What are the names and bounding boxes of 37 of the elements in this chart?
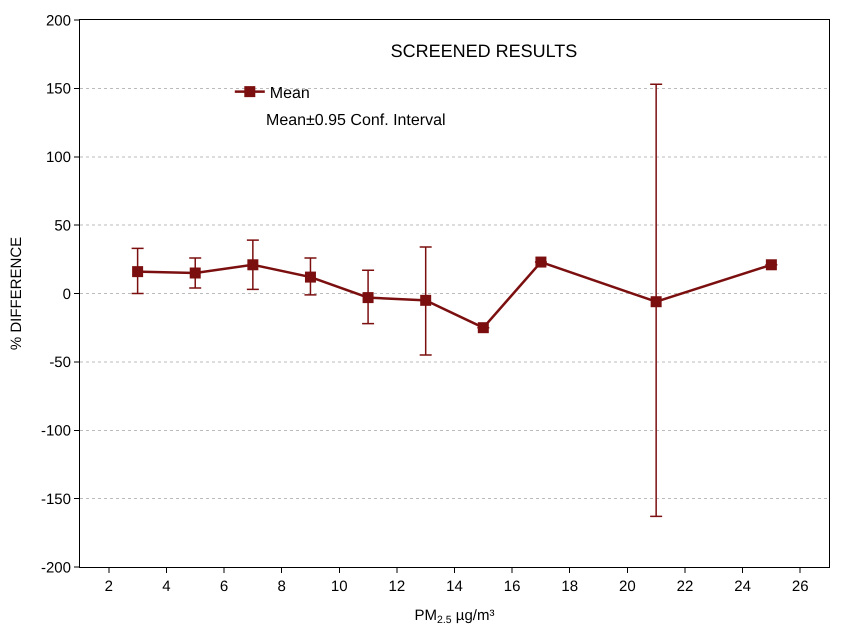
y-axis-title: % DIFFERENCE <box>8 236 26 350</box>
annotation: Mean±0.95 Conf. Interval <box>266 112 446 129</box>
x-tick-label: 22 <box>676 578 694 595</box>
x-tick-label: 2 <box>104 578 113 595</box>
y-tick-label: 100 <box>46 149 71 166</box>
x-tick-label: 8 <box>277 578 286 595</box>
point <box>190 267 201 278</box>
point <box>132 266 144 278</box>
y-tick-label: -100 <box>40 422 71 440</box>
x-axis-title: PM$_{2.5}$ µg/m³ <box>414 607 494 626</box>
text: SCREENED RESULTS <box>390 41 578 62</box>
y-tick-label: -200 <box>40 559 71 576</box>
x-tick-label: 10 <box>330 578 348 595</box>
x-tick-label: 4 <box>162 578 171 595</box>
x-tick-label: 20 <box>619 578 636 595</box>
point <box>304 272 316 283</box>
y-tick-label: 50 <box>54 217 71 234</box>
y-tick-label: -150 <box>40 490 71 508</box>
x-tick-label: 12 <box>388 578 406 595</box>
x-tick-label: 6 <box>220 578 228 595</box>
point <box>420 294 432 306</box>
point <box>478 322 489 334</box>
x-tick-label: 26 <box>792 578 809 595</box>
y-tick-label: 0 <box>62 286 71 303</box>
y-tick-label: 200 <box>46 12 71 30</box>
x-tick-label: 14 <box>446 578 463 595</box>
point <box>247 259 258 270</box>
x-tick-label: 24 <box>734 578 751 595</box>
point <box>362 292 374 304</box>
point <box>535 256 546 268</box>
point <box>650 296 662 308</box>
y-tick-label: 150 <box>46 80 71 98</box>
point <box>766 259 777 270</box>
y-tick-label: -50 <box>49 354 71 372</box>
legend-label: Mean <box>270 84 310 102</box>
x-tick-label: 18 <box>561 578 578 595</box>
x-tick-label: 16 <box>504 578 520 595</box>
